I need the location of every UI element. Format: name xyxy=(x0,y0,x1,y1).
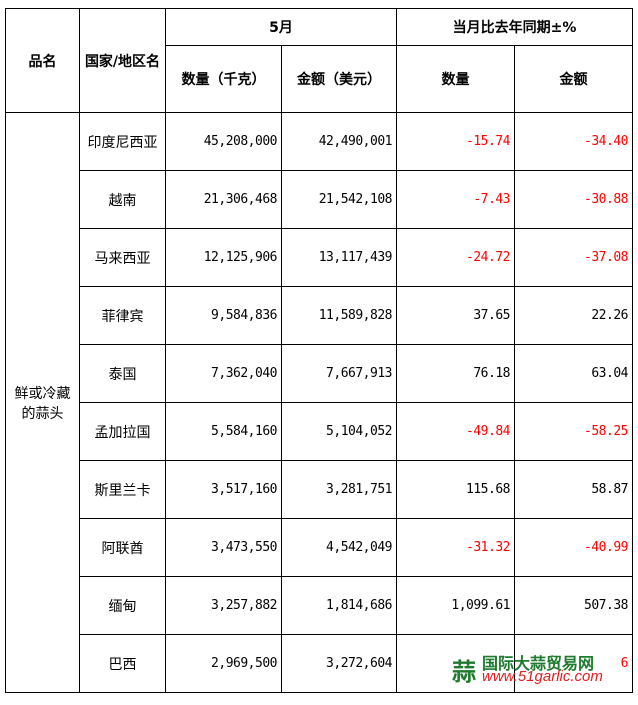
country-cell: 越南 xyxy=(79,170,166,229)
header-product: 品名 xyxy=(5,8,80,113)
table-row: 马来西亚 12,125,906 13,117,439 -24.72 -37.08 xyxy=(6,228,633,287)
country-cell: 马来西亚 xyxy=(79,228,166,287)
table-row: 斯里兰卡 3,517,160 3,281,751 115.68 58.87 xyxy=(6,460,633,519)
qty-cell: 2,969,500 xyxy=(165,634,282,693)
country-cell: 泰国 xyxy=(79,344,166,403)
yoy-amt-cell: -34.40 xyxy=(514,112,633,171)
yoy-amt-cell: -30.88 xyxy=(514,170,633,229)
table-row: 鲜或冷藏的蒜头 印度尼西亚 45,208,000 42,490,001 -15.74 -3… xyxy=(5,112,633,693)
header-country: 国家/地区名 xyxy=(79,8,166,113)
qty-cell: 3,257,882 xyxy=(165,576,282,635)
table-row: 菲律宾 9,584,836 11,589,828 37.65 22.26 xyxy=(6,286,633,345)
country-cell: 斯里兰卡 xyxy=(79,460,166,519)
yoy-amt-cell: -37.08 xyxy=(514,228,633,287)
qty-cell: 21,306,468 xyxy=(165,170,282,229)
header-amt: 金额（美元） xyxy=(281,45,397,113)
amt-cell: 1,814,686 xyxy=(281,576,397,635)
amt-cell: 3,281,751 xyxy=(281,460,397,519)
table-row: 巴西 2,969,500 3,272,604 6 xyxy=(6,634,633,693)
yoy-amt-cell: -58.25 xyxy=(514,402,633,461)
country-cell: 印度尼西亚 xyxy=(79,112,166,171)
country-cell: 巴西 xyxy=(79,634,166,693)
amt-cell: 7,667,913 xyxy=(281,344,397,403)
header-qty: 数量（千克） xyxy=(165,45,282,113)
header-yoy-amt: 金额 xyxy=(514,45,633,113)
header-month: 5月 xyxy=(165,8,397,46)
garlic-export-table: 品名 国家/地区名 5月 当月比去年同期±% 数量（千克） 金额（美元） 数量 … xyxy=(5,8,633,693)
country-cell: 菲律宾 xyxy=(79,286,166,345)
yoy-qty-cell: -7.43 xyxy=(396,170,515,229)
product-name: 鲜或冷藏的蒜头 xyxy=(5,112,80,693)
qty-cell: 3,517,160 xyxy=(165,460,282,519)
country-cell: 阿联酋 xyxy=(79,518,166,577)
qty-cell: 9,584,836 xyxy=(165,286,282,345)
yoy-qty-cell: 1,099.61 xyxy=(396,576,515,635)
yoy-qty-cell: -24.72 xyxy=(396,228,515,287)
yoy-amt-cell: 507.38 xyxy=(514,576,633,635)
header-yoy: 当月比去年同期±% xyxy=(396,8,633,46)
amt-cell: 21,542,108 xyxy=(281,170,397,229)
table-row: 缅甸 3,257,882 1,814,686 1,099.61 507.38 xyxy=(6,576,633,635)
country-cell: 孟加拉国 xyxy=(79,402,166,461)
yoy-amt-cell: 63.04 xyxy=(514,344,633,403)
amt-cell: 11,589,828 xyxy=(281,286,397,345)
yoy-qty-cell: 115.68 xyxy=(396,460,515,519)
table-row: 泰国 7,362,040 7,667,913 76.18 63.04 xyxy=(6,344,633,403)
amt-cell: 4,542,049 xyxy=(281,518,397,577)
table-row: 越南 21,306,468 21,542,108 -7.43 -30.88 xyxy=(6,170,633,229)
table-row: 阿联酋 3,473,550 4,542,049 -31.32 -40.99 xyxy=(6,518,633,577)
yoy-qty-cell: -31.32 xyxy=(396,518,515,577)
qty-cell: 3,473,550 xyxy=(165,518,282,577)
amt-cell: 5,104,052 xyxy=(281,402,397,461)
qty-cell: 45,208,000 xyxy=(165,112,282,171)
yoy-qty-cell: -15.74 xyxy=(396,112,515,171)
yoy-amt-cell: 6 xyxy=(514,634,633,693)
yoy-qty-cell xyxy=(396,634,515,693)
yoy-amt-cell: -40.99 xyxy=(514,518,633,577)
amt-cell: 13,117,439 xyxy=(281,228,397,287)
qty-cell: 5,584,160 xyxy=(165,402,282,461)
yoy-qty-cell: 76.18 xyxy=(396,344,515,403)
yoy-qty-cell: 37.65 xyxy=(396,286,515,345)
qty-cell: 12,125,906 xyxy=(165,228,282,287)
country-cell: 缅甸 xyxy=(79,576,166,635)
yoy-amt-cell: 22.26 xyxy=(514,286,633,345)
table-row: 孟加拉国 5,584,160 5,104,052 -49.84 -58.25 xyxy=(6,402,633,461)
amt-cell: 3,272,604 xyxy=(281,634,397,693)
qty-cell: 7,362,040 xyxy=(165,344,282,403)
yoy-amt-cell: 58.87 xyxy=(514,460,633,519)
amt-cell: 42,490,001 xyxy=(281,112,397,171)
header-yoy-qty: 数量 xyxy=(396,45,515,113)
yoy-qty-cell: -49.84 xyxy=(396,402,515,461)
